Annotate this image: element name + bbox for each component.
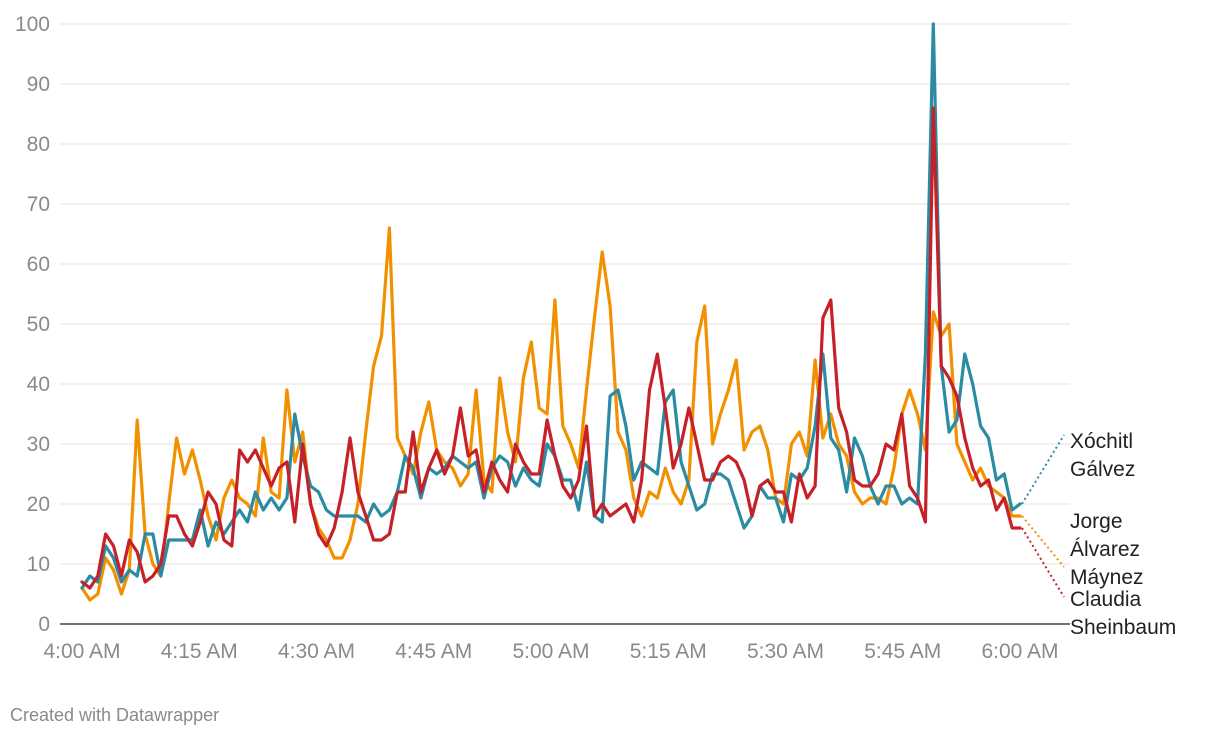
- series-end-label: Sheinbaum: [1070, 616, 1176, 639]
- x-tick-label: 4:00 AM: [43, 640, 120, 663]
- y-tick-label: 90: [27, 73, 50, 96]
- y-tick-label: 0: [38, 613, 50, 636]
- line-chart: 0 10 20 30 40 50 60 70 80 90 100 4:00 AM 4:15 AM 4:3…: [15, 13, 1176, 663]
- x-tick-label: 4:15 AM: [161, 640, 238, 663]
- series-end-label: Claudia: [1070, 588, 1142, 611]
- y-tick-label: 40: [27, 373, 50, 396]
- y-tick-label: 50: [27, 313, 50, 336]
- series-end-label: Jorge: [1070, 510, 1123, 533]
- series-end-label: Máynez: [1070, 566, 1144, 589]
- label-connector: [1021, 527, 1065, 598]
- series-end-label: Álvarez: [1070, 538, 1140, 561]
- y-tick-label: 70: [27, 193, 50, 216]
- datawrapper-credit: Created with Datawrapper: [10, 705, 220, 725]
- series-line-claudia-sheinbaum: [80, 106, 1022, 590]
- series-end-label: Gálvez: [1070, 458, 1135, 481]
- x-tick-label: 4:45 AM: [395, 640, 472, 663]
- x-tick-label: 5:00 AM: [512, 640, 589, 663]
- x-axis: 4:00 AM 4:15 AM 4:30 AM 4:45 AM 5:00 AM 5:15 …: [43, 640, 1058, 663]
- x-tick-label: 4:30 AM: [278, 640, 355, 663]
- y-tick-label: 20: [27, 493, 50, 516]
- y-axis: 0 10 20 30 40 50 60 70 80 90 100: [15, 13, 50, 636]
- label-connector: [1021, 434, 1065, 505]
- series-end-label: Xóchitl: [1070, 430, 1133, 453]
- series-line-jorge-lvarez-m-ynez: [80, 226, 1022, 602]
- x-tick-label: 5:15 AM: [630, 640, 707, 663]
- y-tick-label: 60: [27, 253, 50, 276]
- gridlines: [60, 23, 1070, 625]
- x-tick-label: 6:00 AM: [981, 640, 1058, 663]
- series-lines: [80, 22, 1022, 602]
- series-line-x-chitl-g-lvez: [80, 22, 1022, 590]
- x-tick-label: 5:45 AM: [864, 640, 941, 663]
- label-connector: [1021, 515, 1065, 568]
- y-tick-label: 30: [27, 433, 50, 456]
- y-tick-label: 100: [15, 13, 50, 36]
- x-tick-label: 5:30 AM: [747, 640, 824, 663]
- y-tick-label: 80: [27, 133, 50, 156]
- y-tick-label: 10: [27, 553, 50, 576]
